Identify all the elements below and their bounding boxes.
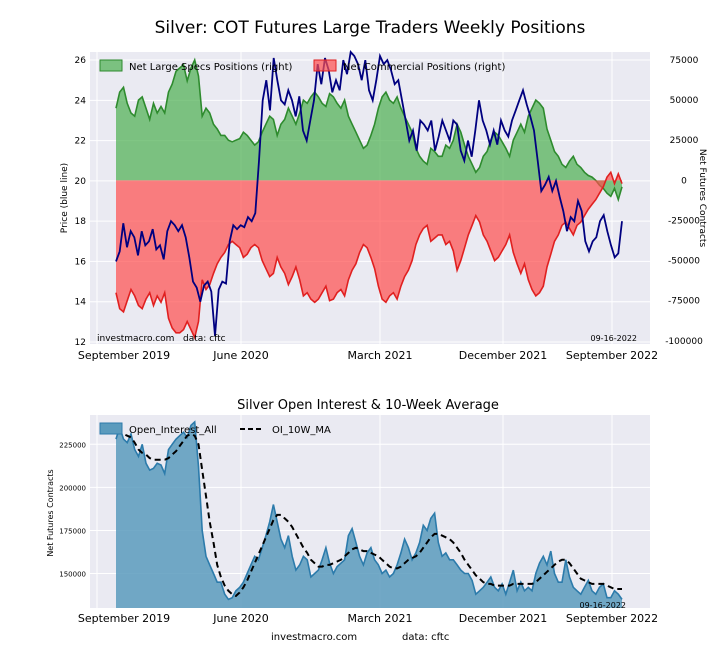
footer-site: investmacro.com	[271, 632, 357, 643]
cot-right-axis-label: Net Futures Contracts	[697, 149, 707, 248]
cot-chart: Silver: COT Futures Large Traders Weekly…	[60, 18, 707, 362]
cot-right-tick-1: -75000	[668, 297, 700, 307]
legend-label-oi: Open_Interest_All	[129, 425, 217, 436]
cot-left-tick-1: 14	[75, 298, 87, 308]
cot-x-tick-4: September 2022	[566, 349, 658, 362]
oi-axis-label: Net Futures Contracts	[46, 469, 55, 556]
oi-legend: Open_Interest_All OI_10W_MA	[99, 422, 331, 436]
oi-y-tick-2: 200000	[59, 484, 86, 492]
cot-legend: Net Large Specs Positions (right) Net Co…	[99, 59, 505, 73]
open-interest-area-series	[115, 420, 623, 608]
cot-right-tick-2: -50000	[668, 257, 700, 267]
cot-left-tick-4: 20	[75, 177, 87, 187]
price-line	[115, 50, 623, 336]
ma-line	[116, 431, 622, 598]
commercial-fill	[116, 172, 622, 338]
oi-y-axis: 150000 175000 200000 225000	[59, 441, 86, 578]
ma-line-series	[116, 431, 622, 598]
cot-right-tick-6: 50000	[670, 96, 699, 106]
oi-line	[115, 420, 623, 601]
specs-line	[115, 57, 623, 203]
legend-label-commercial: Net Commercial Positions (right)	[343, 62, 505, 73]
oi-x-tick-0: September 2019	[78, 612, 170, 625]
cot-right-y-axis: -100000 -75000 -50000 -25000 0 25000 50000 7500…	[665, 56, 703, 347]
legend-swatch-specs	[99, 59, 123, 72]
cot-left-tick-0: 12	[75, 338, 86, 348]
oi-x-tick-3: December 2021	[459, 612, 548, 625]
specs-fill	[116, 60, 622, 200]
cot-right-tick-4: 0	[681, 176, 687, 186]
oi-chart-title: Silver Open Interest & 10-Week Average	[237, 398, 499, 413]
legend-swatch-oi	[99, 422, 123, 435]
cot-x-tick-1: June 2020	[212, 349, 268, 362]
oi-chart: Silver Open Interest & 10-Week Average 1…	[46, 398, 658, 625]
cot-left-tick-5: 22	[75, 137, 86, 147]
footer-data: data: cftc	[402, 632, 449, 643]
oi-x-tick-2: March 2021	[347, 612, 412, 625]
cot-left-tick-2: 16	[75, 257, 87, 267]
oi-x-tick-4: September 2022	[566, 612, 658, 625]
specs-area-series	[115, 57, 623, 203]
cot-left-tick-7: 26	[75, 56, 87, 66]
oi-y-tick-1: 175000	[59, 527, 86, 535]
oi-fill	[116, 421, 622, 608]
cot-watermark: investmacro.com data: cftc	[97, 334, 226, 344]
cot-x-axis: September 2019 June 2020 March 2021 Decembe…	[78, 349, 658, 362]
legend-swatch-commercial	[313, 59, 337, 72]
cot-left-tick-6: 24	[75, 96, 87, 106]
cot-x-tick-2: March 2021	[347, 349, 412, 362]
oi-x-tick-1: June 2020	[212, 612, 268, 625]
oi-y-tick-0: 150000	[59, 571, 86, 579]
cot-x-tick-0: September 2019	[78, 349, 170, 362]
legend-label-ma: OI_10W_MA	[272, 425, 331, 436]
cot-x-tick-3: December 2021	[459, 349, 548, 362]
cot-left-tick-3: 18	[75, 217, 87, 227]
oi-y-tick-3: 225000	[59, 441, 86, 449]
legend-label-specs: Net Large Specs Positions (right)	[129, 62, 293, 73]
cot-left-axis-label: Price (blue line)	[60, 163, 70, 233]
price-line-series	[115, 50, 623, 336]
cot-right-tick-0: -100000	[665, 337, 703, 347]
oi-date-label: 09-16-2022	[580, 601, 627, 610]
cot-left-y-axis: 12 14 16 18 20 22 24 26	[75, 56, 87, 348]
cot-right-tick-3: -25000	[668, 216, 700, 226]
cot-right-tick-5: 25000	[670, 136, 699, 146]
cot-date-label: 09-16-2022	[591, 334, 638, 343]
oi-x-axis: September 2019 June 2020 March 2021 Decembe…	[78, 612, 658, 625]
cot-right-tick-7: 75000	[670, 56, 699, 66]
cot-chart-title: Silver: COT Futures Large Traders Weekly…	[155, 18, 586, 38]
